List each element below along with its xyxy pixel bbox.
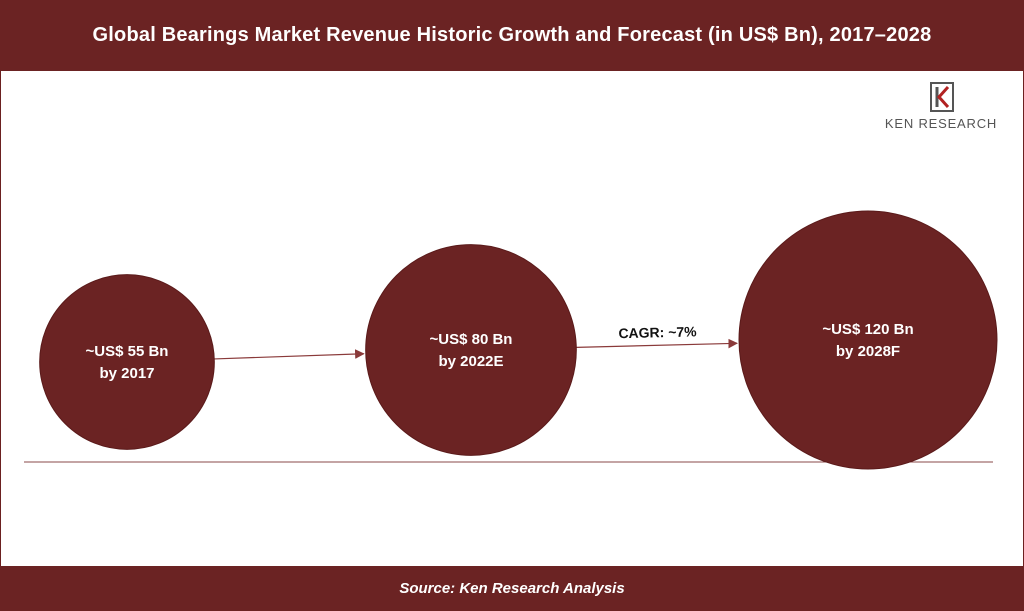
- footer-bar: Source: Ken Research Analysis: [0, 566, 1024, 611]
- bubble-2022e: [365, 244, 577, 456]
- growth-arrow-2: [576, 338, 739, 349]
- ken-research-logo-icon: [930, 82, 954, 112]
- bubble-2022e-value-label: ~US$ 80 Bn: [430, 331, 513, 348]
- growth-arrow-1: [214, 349, 365, 360]
- logo-text: KEN RESEARCH: [884, 116, 998, 131]
- bubble-2017: [39, 274, 215, 450]
- bubble-2028f-value-label: ~US$ 120 Bn: [822, 321, 913, 338]
- bubble-2017-value-label: ~US$ 55 Bn: [86, 343, 169, 360]
- bubble-2028f-year-label: by 2028F: [836, 343, 900, 360]
- chart-title: Global Bearings Market Revenue Historic …: [92, 24, 932, 46]
- ken-research-logo: KEN RESEARCH: [866, 82, 1016, 134]
- bubble-2022e-year-label: by 2022E: [438, 353, 503, 370]
- bubble-2017-year-label: by 2017: [99, 365, 154, 382]
- bubble-2028f: [738, 210, 998, 470]
- cagr-annotation: CAGR: ~7%: [618, 323, 697, 341]
- source-note: Source: Ken Research Analysis: [399, 580, 625, 597]
- title-bar: Global Bearings Market Revenue Historic …: [0, 0, 1024, 71]
